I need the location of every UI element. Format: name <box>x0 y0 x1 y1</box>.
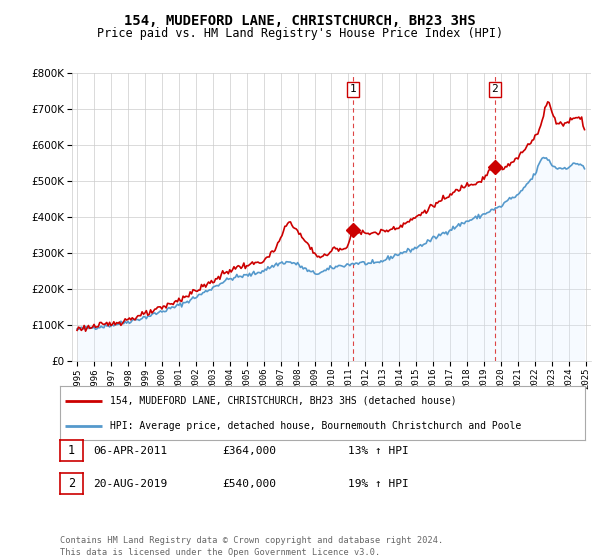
Text: £540,000: £540,000 <box>222 479 276 489</box>
Text: £364,000: £364,000 <box>222 446 276 456</box>
Text: 06-APR-2011: 06-APR-2011 <box>93 446 167 456</box>
Text: 19% ↑ HPI: 19% ↑ HPI <box>348 479 409 489</box>
Text: 13% ↑ HPI: 13% ↑ HPI <box>348 446 409 456</box>
Text: 20-AUG-2019: 20-AUG-2019 <box>93 479 167 489</box>
Text: HPI: Average price, detached house, Bournemouth Christchurch and Poole: HPI: Average price, detached house, Bour… <box>110 421 521 431</box>
Text: Price paid vs. HM Land Registry's House Price Index (HPI): Price paid vs. HM Land Registry's House … <box>97 27 503 40</box>
Text: 2: 2 <box>68 477 75 491</box>
Text: Contains HM Land Registry data © Crown copyright and database right 2024.
This d: Contains HM Land Registry data © Crown c… <box>60 536 443 557</box>
Text: 1: 1 <box>349 85 356 94</box>
Text: 1: 1 <box>68 444 75 457</box>
Text: 154, MUDEFORD LANE, CHRISTCHURCH, BH23 3HS (detached house): 154, MUDEFORD LANE, CHRISTCHURCH, BH23 3… <box>110 396 457 406</box>
Text: 2: 2 <box>491 85 498 94</box>
Text: 154, MUDEFORD LANE, CHRISTCHURCH, BH23 3HS: 154, MUDEFORD LANE, CHRISTCHURCH, BH23 3… <box>124 14 476 28</box>
